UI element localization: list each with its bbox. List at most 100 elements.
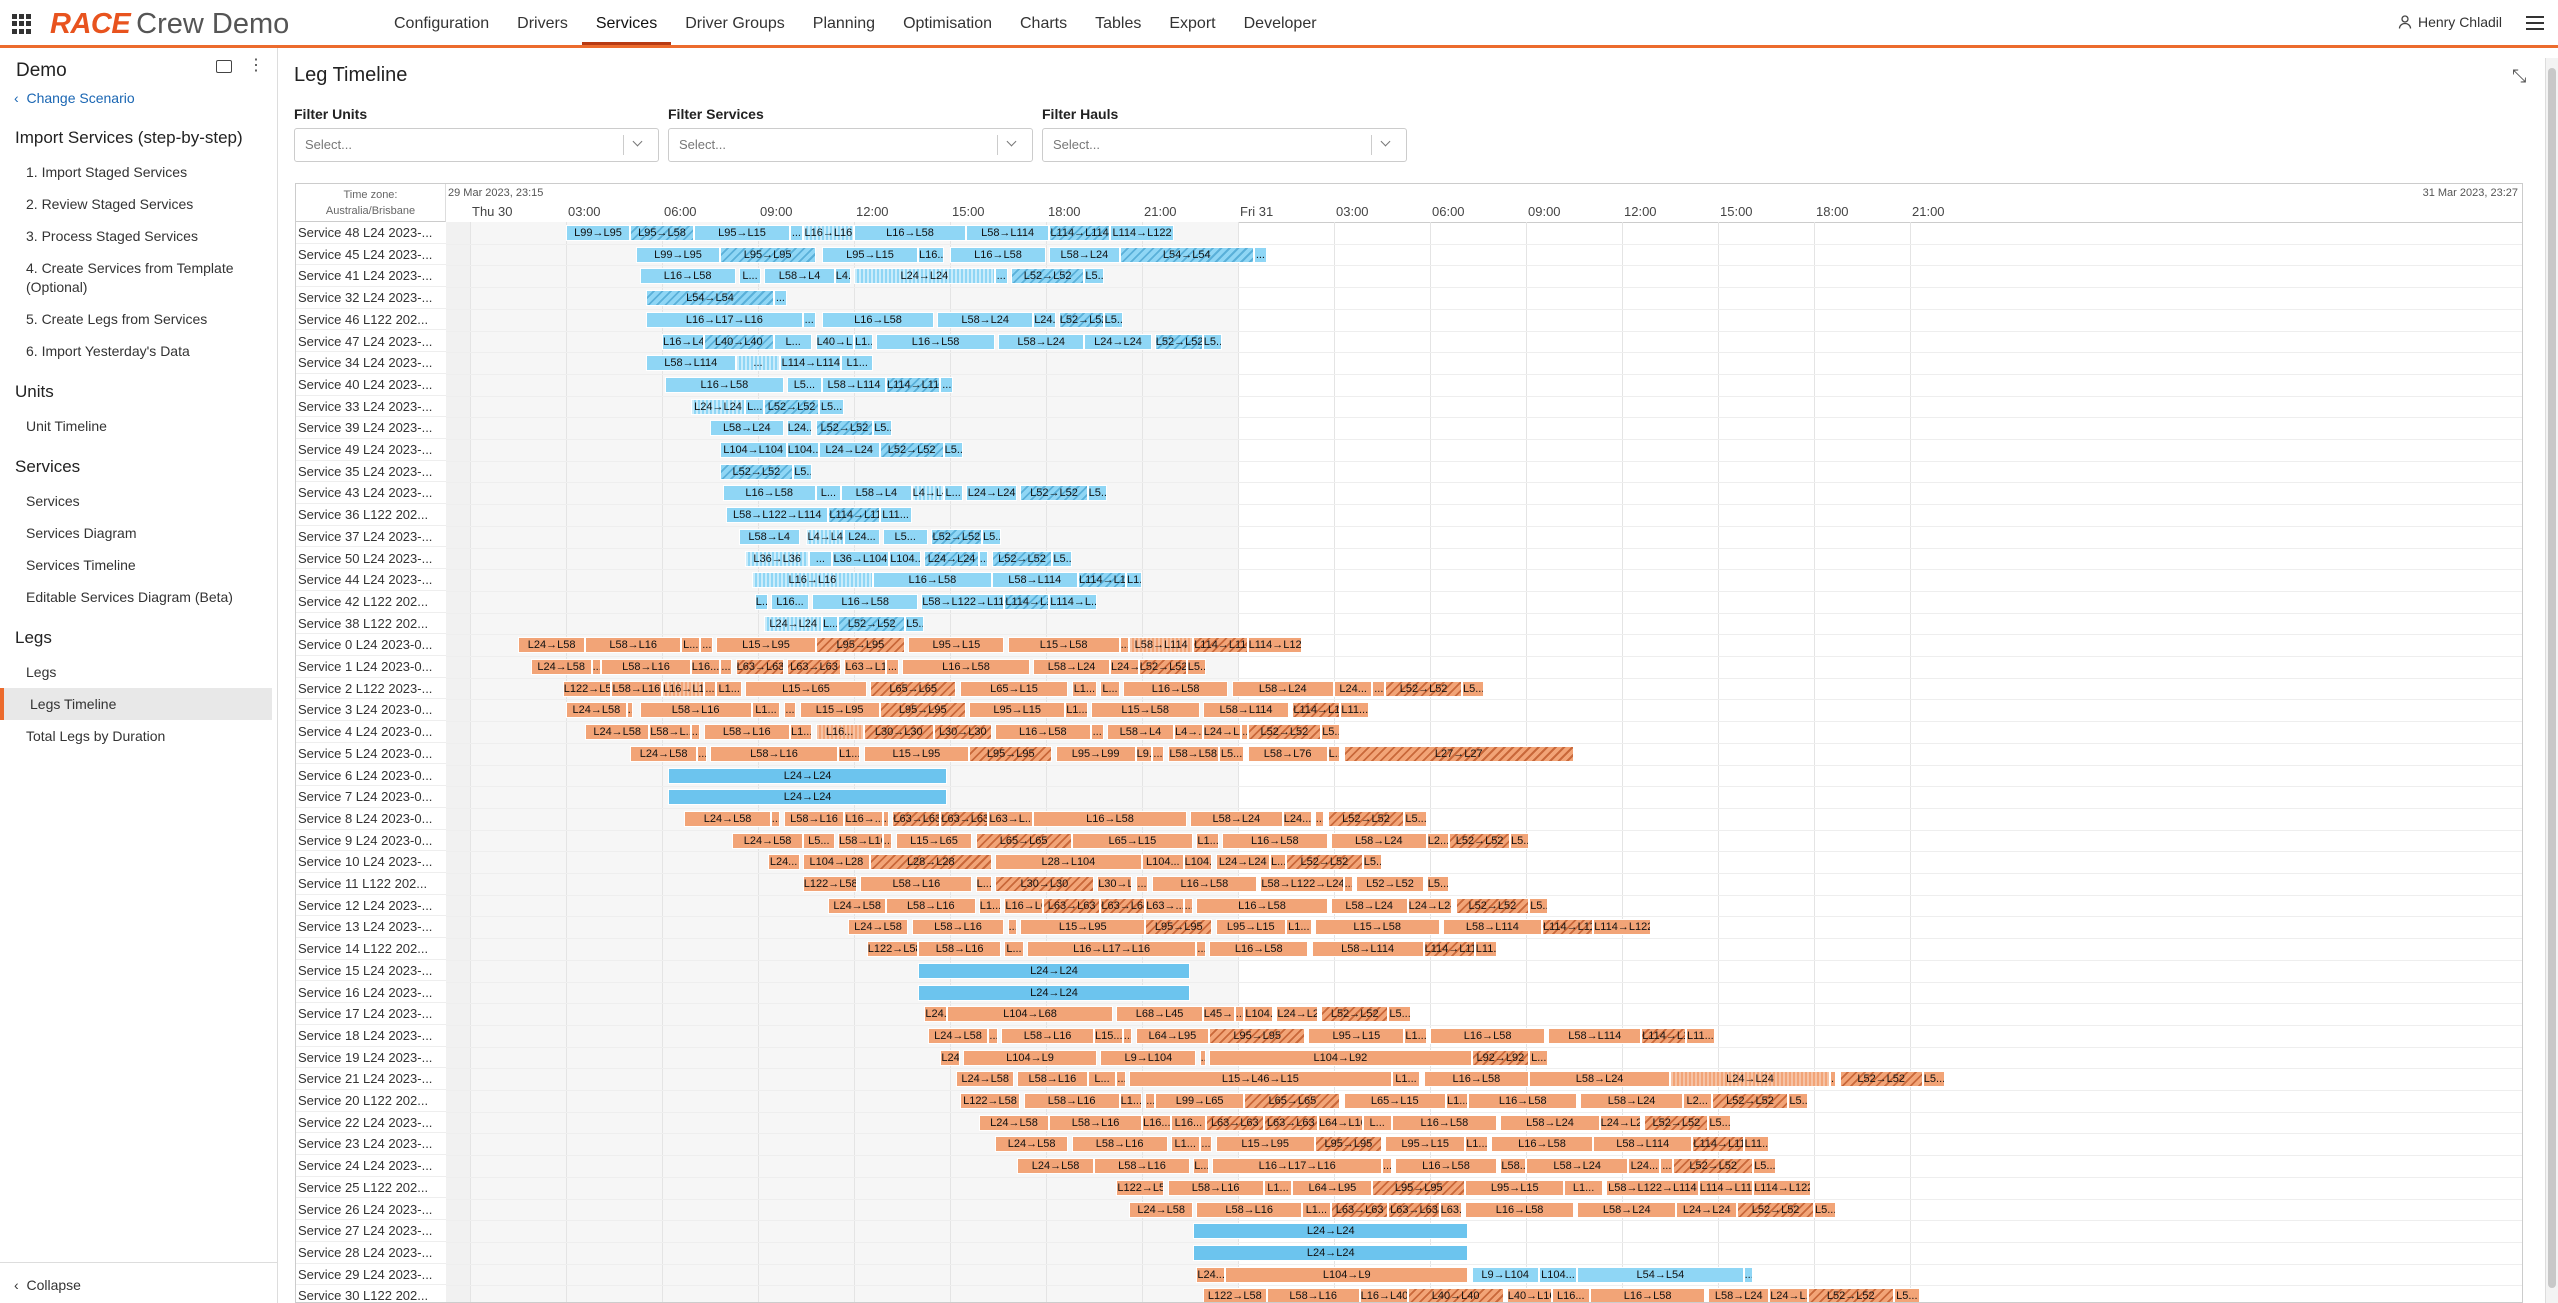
leg-bar[interactable]: L58→L122→L114 [921, 593, 1005, 610]
leg-bar[interactable]: L... [738, 268, 762, 285]
leg-bar[interactable]: L24→L58 [828, 897, 886, 914]
leg-bar[interactable]: L24→L24 [1676, 1201, 1738, 1218]
leg-bar[interactable]: L16... [1551, 1288, 1590, 1302]
sidebar-item-legs[interactable]: Legs [26, 664, 57, 680]
service-row-label[interactable]: Service 12 L24 2023-... [296, 895, 446, 917]
leg-bar[interactable]: L24→L24 [1193, 1223, 1469, 1240]
leg-bar[interactable]: L104→L28 [802, 854, 870, 871]
leg-bar[interactable]: ... [882, 832, 893, 849]
leg-bar[interactable]: L16→L58 [822, 311, 934, 328]
leg-bar[interactable]: L36→L36 [745, 550, 810, 567]
leg-bar[interactable]: L64→L16 [1318, 1114, 1363, 1131]
leg-bar[interactable]: L58→L114 [646, 355, 736, 372]
leg-bar[interactable]: L114→L114 [1078, 572, 1126, 589]
leg-bar[interactable]: L16→L58 [1430, 1027, 1546, 1044]
service-row-label[interactable]: Service 47 L24 2023-... [296, 331, 446, 353]
leg-bar[interactable]: L58→L16 [585, 637, 682, 654]
leg-bar[interactable]: L104... [1183, 854, 1213, 871]
leg-bar[interactable]: L24... [767, 854, 800, 871]
leg-bar[interactable]: L1... [1065, 702, 1088, 719]
filter-hauls-select[interactable]: Select... [1042, 128, 1407, 162]
leg-bar[interactable]: L58→L16 [911, 919, 1005, 936]
leg-bar[interactable]: L64→L95 [1135, 1027, 1210, 1044]
leg-bar[interactable]: ... [1343, 876, 1354, 892]
leg-bar[interactable]: L104... [889, 550, 922, 567]
leg-bar[interactable]: ... [1090, 724, 1104, 741]
leg-bar[interactable]: L16→L58 [1468, 1093, 1578, 1109]
leg-bar[interactable]: L5... [802, 832, 835, 849]
leg-bar[interactable]: L24→L24 [1670, 1071, 1830, 1088]
leg-bar[interactable]: L95→L95 [815, 637, 906, 654]
service-row-label[interactable]: Service 23 L24 2023-... [296, 1133, 446, 1156]
leg-bar[interactable]: L114→L114 [828, 507, 880, 524]
leg-bar[interactable]: L63→L63 [735, 659, 784, 675]
leg-bar[interactable]: L... [1362, 1114, 1392, 1131]
leg-bar[interactable]: L5... [1753, 1158, 1776, 1175]
leg-bar[interactable]: L24→L24 [1202, 724, 1242, 741]
service-row-label[interactable]: Service 49 L24 2023-... [296, 439, 446, 461]
leg-bar[interactable]: L5... [1052, 550, 1072, 567]
leg-bar[interactable]: L1... [1391, 1071, 1421, 1088]
leg-bar[interactable]: L52→L52 [1673, 1158, 1754, 1175]
leg-bar[interactable]: L104→L9 [962, 1049, 1098, 1066]
leg-bar[interactable]: L52→L52 [1455, 897, 1530, 914]
leg-bar[interactable]: L5... [1529, 897, 1549, 914]
leg-bar[interactable]: L16→L58 [876, 333, 995, 350]
leg-bar[interactable]: L99→L95 [566, 225, 630, 241]
service-row-label[interactable]: Service 46 L122 202... [296, 309, 446, 331]
leg-bar[interactable]: L... [1100, 680, 1120, 697]
leg-bar[interactable]: L95→L95 [1145, 919, 1213, 936]
leg-bar[interactable]: ... [1314, 810, 1325, 827]
leg-bar[interactable]: L58→L16 [860, 876, 973, 892]
service-row-label[interactable]: Service 7 L24 2023-0... [296, 786, 446, 808]
leg-bar[interactable]: L24→L24 [924, 550, 979, 567]
leg-bar[interactable]: L58→L4 [841, 485, 912, 502]
service-row-label[interactable]: Service 13 L24 2023-... [296, 916, 446, 939]
leg-bar[interactable]: L24→L58 [978, 1114, 1050, 1131]
leg-bar[interactable]: L5... [786, 376, 822, 393]
leg-bar[interactable]: L52→L52 [1286, 854, 1363, 871]
leg-bar[interactable]: L16→L58 [639, 268, 736, 285]
leg-bar[interactable]: L58→L114 [1202, 702, 1290, 719]
leg-bar[interactable]: L63... [1439, 1201, 1462, 1218]
service-row-label[interactable]: Service 5 L24 2023-0... [296, 743, 446, 765]
leg-bar[interactable]: L40→L16 [1506, 1288, 1552, 1303]
sidebar-item-6-import-yesterday-s-data[interactable]: 6. Import Yesterday's Data [26, 343, 190, 359]
leg-bar[interactable]: ... [886, 659, 899, 675]
leg-bar[interactable]: L16→L58 [665, 376, 784, 393]
leg-bar[interactable]: L52→L52 [1154, 333, 1203, 350]
leg-bar[interactable]: L5... [1814, 1201, 1837, 1218]
app-grid-icon[interactable] [12, 14, 32, 34]
leg-bar[interactable]: L58→L16 [703, 724, 790, 741]
leg-bar[interactable]: L104→L92 [1209, 1049, 1472, 1066]
more-options-icon[interactable]: ⋮ [248, 57, 264, 74]
leg-bar[interactable]: L1... [1286, 919, 1312, 936]
leg-bar[interactable]: L24→L58 [585, 724, 650, 741]
leg-bar[interactable]: L5... [1321, 724, 1341, 741]
leg-bar[interactable]: L95→L95 [1209, 1027, 1306, 1044]
leg-bar[interactable]: L95→L15 [1308, 1027, 1405, 1044]
service-row-label[interactable]: Service 44 L24 2023-... [296, 569, 446, 591]
leg-bar[interactable]: L16→L58 [1122, 680, 1229, 697]
leg-bar[interactable]: L95→L58 [630, 225, 694, 241]
leg-bar[interactable]: L16... [1170, 1114, 1206, 1131]
leg-bar[interactable]: L... [745, 398, 765, 415]
leg-bar[interactable]: L52→L52 [1839, 1071, 1923, 1088]
leg-bar[interactable]: ... [940, 376, 954, 393]
leg-bar[interactable]: L1... [841, 355, 874, 372]
leg-bar[interactable]: L15... [1094, 1027, 1123, 1044]
leg-bar[interactable]: L52→L52 [1737, 1201, 1814, 1218]
leg-bar[interactable]: L1... [1196, 832, 1219, 849]
leg-bar[interactable]: L58→L24 [1330, 832, 1427, 849]
service-row-label[interactable]: Service 6 L24 2023-0... [296, 765, 446, 787]
leg-bar[interactable]: L95→L95 [879, 702, 966, 719]
leg-bar[interactable]: L5... [818, 398, 845, 415]
leg-bar[interactable]: L11... [1340, 702, 1370, 719]
service-row-label[interactable]: Service 39 L24 2023-... [296, 417, 446, 439]
leg-bar[interactable]: L16→L58 [854, 225, 966, 241]
leg-bar[interactable]: L... [1087, 1071, 1117, 1088]
leg-bar[interactable]: L15→L95 [863, 745, 970, 762]
leg-bar[interactable]: L58→L24 [1708, 1288, 1770, 1302]
leg-bar[interactable]: L16→L58 [873, 572, 992, 589]
leg-bar[interactable]: L114→L114 [1641, 1027, 1686, 1044]
